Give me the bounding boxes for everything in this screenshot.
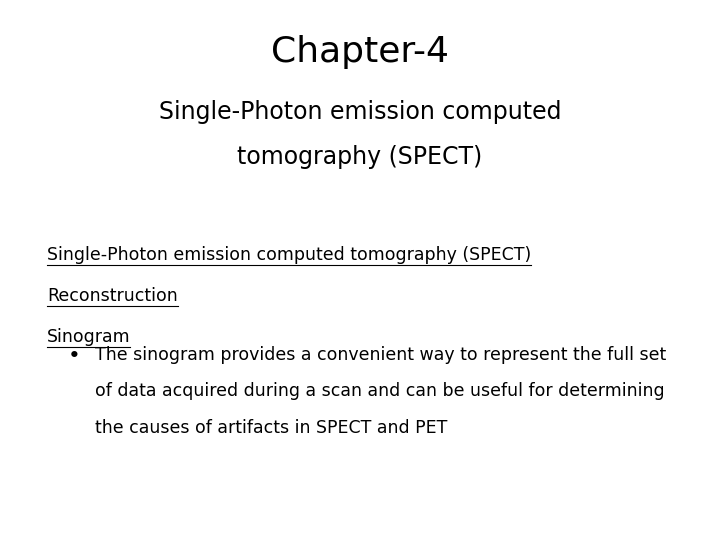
Text: The sinogram provides a convenient way to represent the full set: The sinogram provides a convenient way t… <box>95 346 666 363</box>
Text: •: • <box>68 346 81 366</box>
Text: Chapter-4: Chapter-4 <box>271 35 449 69</box>
Text: of data acquired during a scan and can be useful for determining: of data acquired during a scan and can b… <box>95 382 665 400</box>
Text: the causes of artifacts in SPECT and PET: the causes of artifacts in SPECT and PET <box>95 419 447 437</box>
Text: tomography (SPECT): tomography (SPECT) <box>238 145 482 168</box>
Text: Single-Photon emission computed: Single-Photon emission computed <box>158 100 562 124</box>
Text: Reconstruction: Reconstruction <box>47 287 178 305</box>
Text: Single-Photon emission computed tomography (SPECT): Single-Photon emission computed tomograp… <box>47 246 531 264</box>
Text: Sinogram: Sinogram <box>47 328 130 346</box>
